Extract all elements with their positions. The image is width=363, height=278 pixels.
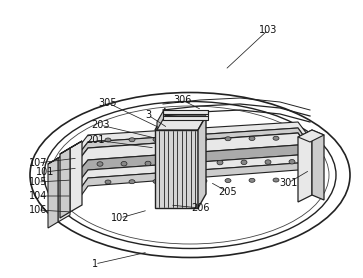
- Text: 306: 306: [173, 95, 191, 105]
- Ellipse shape: [217, 160, 223, 165]
- Polygon shape: [78, 133, 310, 172]
- Polygon shape: [155, 116, 206, 130]
- Text: 201: 201: [86, 135, 104, 145]
- Polygon shape: [60, 141, 82, 154]
- Text: 104: 104: [29, 191, 47, 201]
- Polygon shape: [48, 152, 70, 164]
- Ellipse shape: [153, 138, 159, 142]
- Ellipse shape: [193, 161, 199, 165]
- Ellipse shape: [177, 137, 183, 141]
- Text: 203: 203: [91, 120, 109, 130]
- Ellipse shape: [129, 180, 135, 184]
- Ellipse shape: [289, 160, 295, 164]
- Polygon shape: [48, 158, 58, 228]
- Polygon shape: [60, 148, 70, 218]
- Ellipse shape: [249, 178, 255, 182]
- Ellipse shape: [241, 160, 247, 165]
- Ellipse shape: [169, 161, 175, 165]
- Text: 105: 105: [29, 177, 47, 187]
- Ellipse shape: [201, 137, 207, 141]
- Ellipse shape: [129, 138, 135, 142]
- Polygon shape: [298, 130, 324, 142]
- Polygon shape: [58, 152, 70, 222]
- Text: 301: 301: [279, 178, 297, 188]
- Text: 1: 1: [92, 259, 98, 269]
- Ellipse shape: [273, 136, 279, 140]
- Ellipse shape: [273, 178, 279, 182]
- Polygon shape: [157, 108, 165, 130]
- Polygon shape: [312, 130, 324, 200]
- Ellipse shape: [225, 137, 231, 141]
- Text: 305: 305: [99, 98, 117, 108]
- Polygon shape: [78, 145, 310, 183]
- Ellipse shape: [177, 179, 183, 183]
- Text: 3: 3: [145, 110, 151, 120]
- Polygon shape: [163, 116, 208, 120]
- Text: 107: 107: [29, 158, 47, 168]
- Ellipse shape: [201, 179, 207, 183]
- Text: 101: 101: [36, 167, 54, 177]
- Ellipse shape: [153, 179, 159, 183]
- Polygon shape: [78, 155, 310, 192]
- Polygon shape: [78, 128, 310, 161]
- Ellipse shape: [97, 162, 103, 166]
- Text: 103: 103: [259, 25, 277, 35]
- Text: 205: 205: [219, 187, 237, 197]
- Ellipse shape: [105, 180, 111, 184]
- Polygon shape: [155, 130, 198, 208]
- Ellipse shape: [249, 136, 255, 140]
- Polygon shape: [70, 141, 82, 212]
- Ellipse shape: [145, 161, 151, 166]
- Polygon shape: [163, 110, 208, 114]
- Ellipse shape: [265, 160, 271, 164]
- Polygon shape: [198, 116, 206, 208]
- Polygon shape: [298, 130, 312, 202]
- Text: 106: 106: [29, 205, 47, 215]
- Ellipse shape: [225, 178, 231, 183]
- Text: 206: 206: [191, 203, 209, 213]
- Polygon shape: [78, 122, 310, 155]
- Ellipse shape: [105, 138, 111, 142]
- Text: 102: 102: [111, 213, 129, 223]
- Polygon shape: [78, 163, 310, 200]
- Ellipse shape: [121, 162, 127, 166]
